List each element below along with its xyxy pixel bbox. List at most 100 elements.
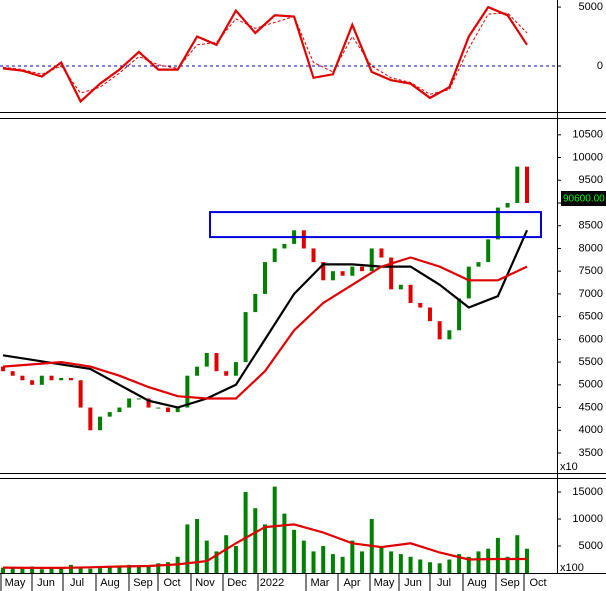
candle xyxy=(88,407,93,431)
x-tick-label: Dec xyxy=(227,577,247,589)
volume-bar xyxy=(136,565,141,573)
x-tick-label: Jun xyxy=(404,577,422,589)
candle xyxy=(243,312,248,363)
volume-bar xyxy=(272,486,277,573)
volume-bar xyxy=(127,564,132,573)
candle xyxy=(379,248,384,258)
candle xyxy=(476,262,481,267)
volume-bar xyxy=(30,566,35,573)
volume-bar xyxy=(117,565,122,573)
candle xyxy=(68,378,73,381)
candle xyxy=(30,380,35,385)
volume-bar xyxy=(185,524,190,573)
y-tick-label: 3500 xyxy=(579,447,603,459)
volume-bar xyxy=(68,564,73,573)
candle xyxy=(204,353,209,367)
candle xyxy=(340,271,345,276)
volume-average xyxy=(2,523,527,570)
candle xyxy=(515,166,520,203)
volume-bar xyxy=(515,535,520,573)
volume-bar xyxy=(350,540,355,573)
volume-bar xyxy=(1,567,5,573)
indicator-line xyxy=(2,12,528,95)
unit-label: x100 xyxy=(560,562,584,574)
candle xyxy=(117,407,122,413)
candle xyxy=(98,416,103,431)
volume-bar xyxy=(156,563,161,573)
candle xyxy=(495,207,500,240)
candle xyxy=(224,371,229,376)
candle xyxy=(156,407,161,409)
y-tick-label: 8000 xyxy=(579,242,603,254)
y-tick-label: 5500 xyxy=(579,356,603,368)
volume-bar xyxy=(292,529,297,573)
x-tick-label: Jul xyxy=(70,577,84,589)
y-tick-label: 5000 xyxy=(579,379,603,391)
candle xyxy=(301,230,306,249)
candle xyxy=(253,293,258,313)
candle xyxy=(360,266,365,272)
candle xyxy=(437,321,442,340)
x-tick-label: May xyxy=(374,577,395,589)
volume-bar xyxy=(224,535,229,573)
candle xyxy=(418,303,423,308)
y-tick-label: 9500 xyxy=(579,174,603,186)
candle xyxy=(49,375,54,381)
volume-bar xyxy=(88,568,93,573)
candle xyxy=(408,284,413,303)
y-tick-label: 6500 xyxy=(579,311,603,323)
y-tick-label: 7000 xyxy=(579,288,603,300)
candle xyxy=(1,366,5,372)
candle xyxy=(505,203,510,208)
candle xyxy=(165,407,170,413)
volume-bar xyxy=(379,546,384,573)
volume-bar xyxy=(486,548,491,573)
indicator-line xyxy=(2,5,528,104)
unit-label: x10 xyxy=(560,461,578,473)
candle xyxy=(107,412,112,417)
y-tick-label: 5000 xyxy=(579,540,603,552)
candle xyxy=(59,378,64,381)
candle xyxy=(39,375,44,385)
y-tick-label: 10000 xyxy=(572,151,603,163)
candle xyxy=(272,248,277,263)
moving-average xyxy=(2,256,528,400)
volume-bar xyxy=(466,556,471,573)
x-tick-label: Jun xyxy=(37,577,55,589)
moving-average xyxy=(2,229,529,409)
volume-bar xyxy=(427,562,432,573)
candle xyxy=(330,271,335,281)
candle xyxy=(10,371,15,376)
last-price-label: 90600.00 xyxy=(563,194,605,205)
y-tick-label: 8500 xyxy=(579,220,603,232)
candle xyxy=(20,375,25,381)
volume-bar xyxy=(525,548,529,573)
y-tick-label: 4500 xyxy=(579,401,603,413)
volume-bar xyxy=(408,556,413,573)
volume-bar xyxy=(49,568,54,573)
volume-bar xyxy=(214,551,219,573)
x-tick-label: Nov xyxy=(195,577,215,589)
volume-bar xyxy=(20,568,25,573)
candle xyxy=(321,262,326,281)
resistance-box xyxy=(209,211,542,239)
candle xyxy=(350,266,355,276)
volume-bar xyxy=(78,567,83,573)
candle xyxy=(136,398,141,400)
volume-bar xyxy=(437,563,442,573)
candle xyxy=(427,307,432,322)
candle xyxy=(195,366,200,376)
volume-bar xyxy=(476,551,481,573)
volume-bar xyxy=(233,546,238,573)
candle xyxy=(127,398,132,408)
volume-bar xyxy=(389,551,394,573)
volume-bar xyxy=(447,559,452,573)
x-tick-label: Sep xyxy=(500,577,520,589)
x-tick-label: 2022 xyxy=(260,577,284,589)
volume-bar xyxy=(360,551,365,573)
volume-bar xyxy=(301,540,306,573)
volume-bar xyxy=(204,540,209,573)
x-tick-label: Aug xyxy=(100,577,120,589)
x-tick-label: Mar xyxy=(311,577,330,589)
